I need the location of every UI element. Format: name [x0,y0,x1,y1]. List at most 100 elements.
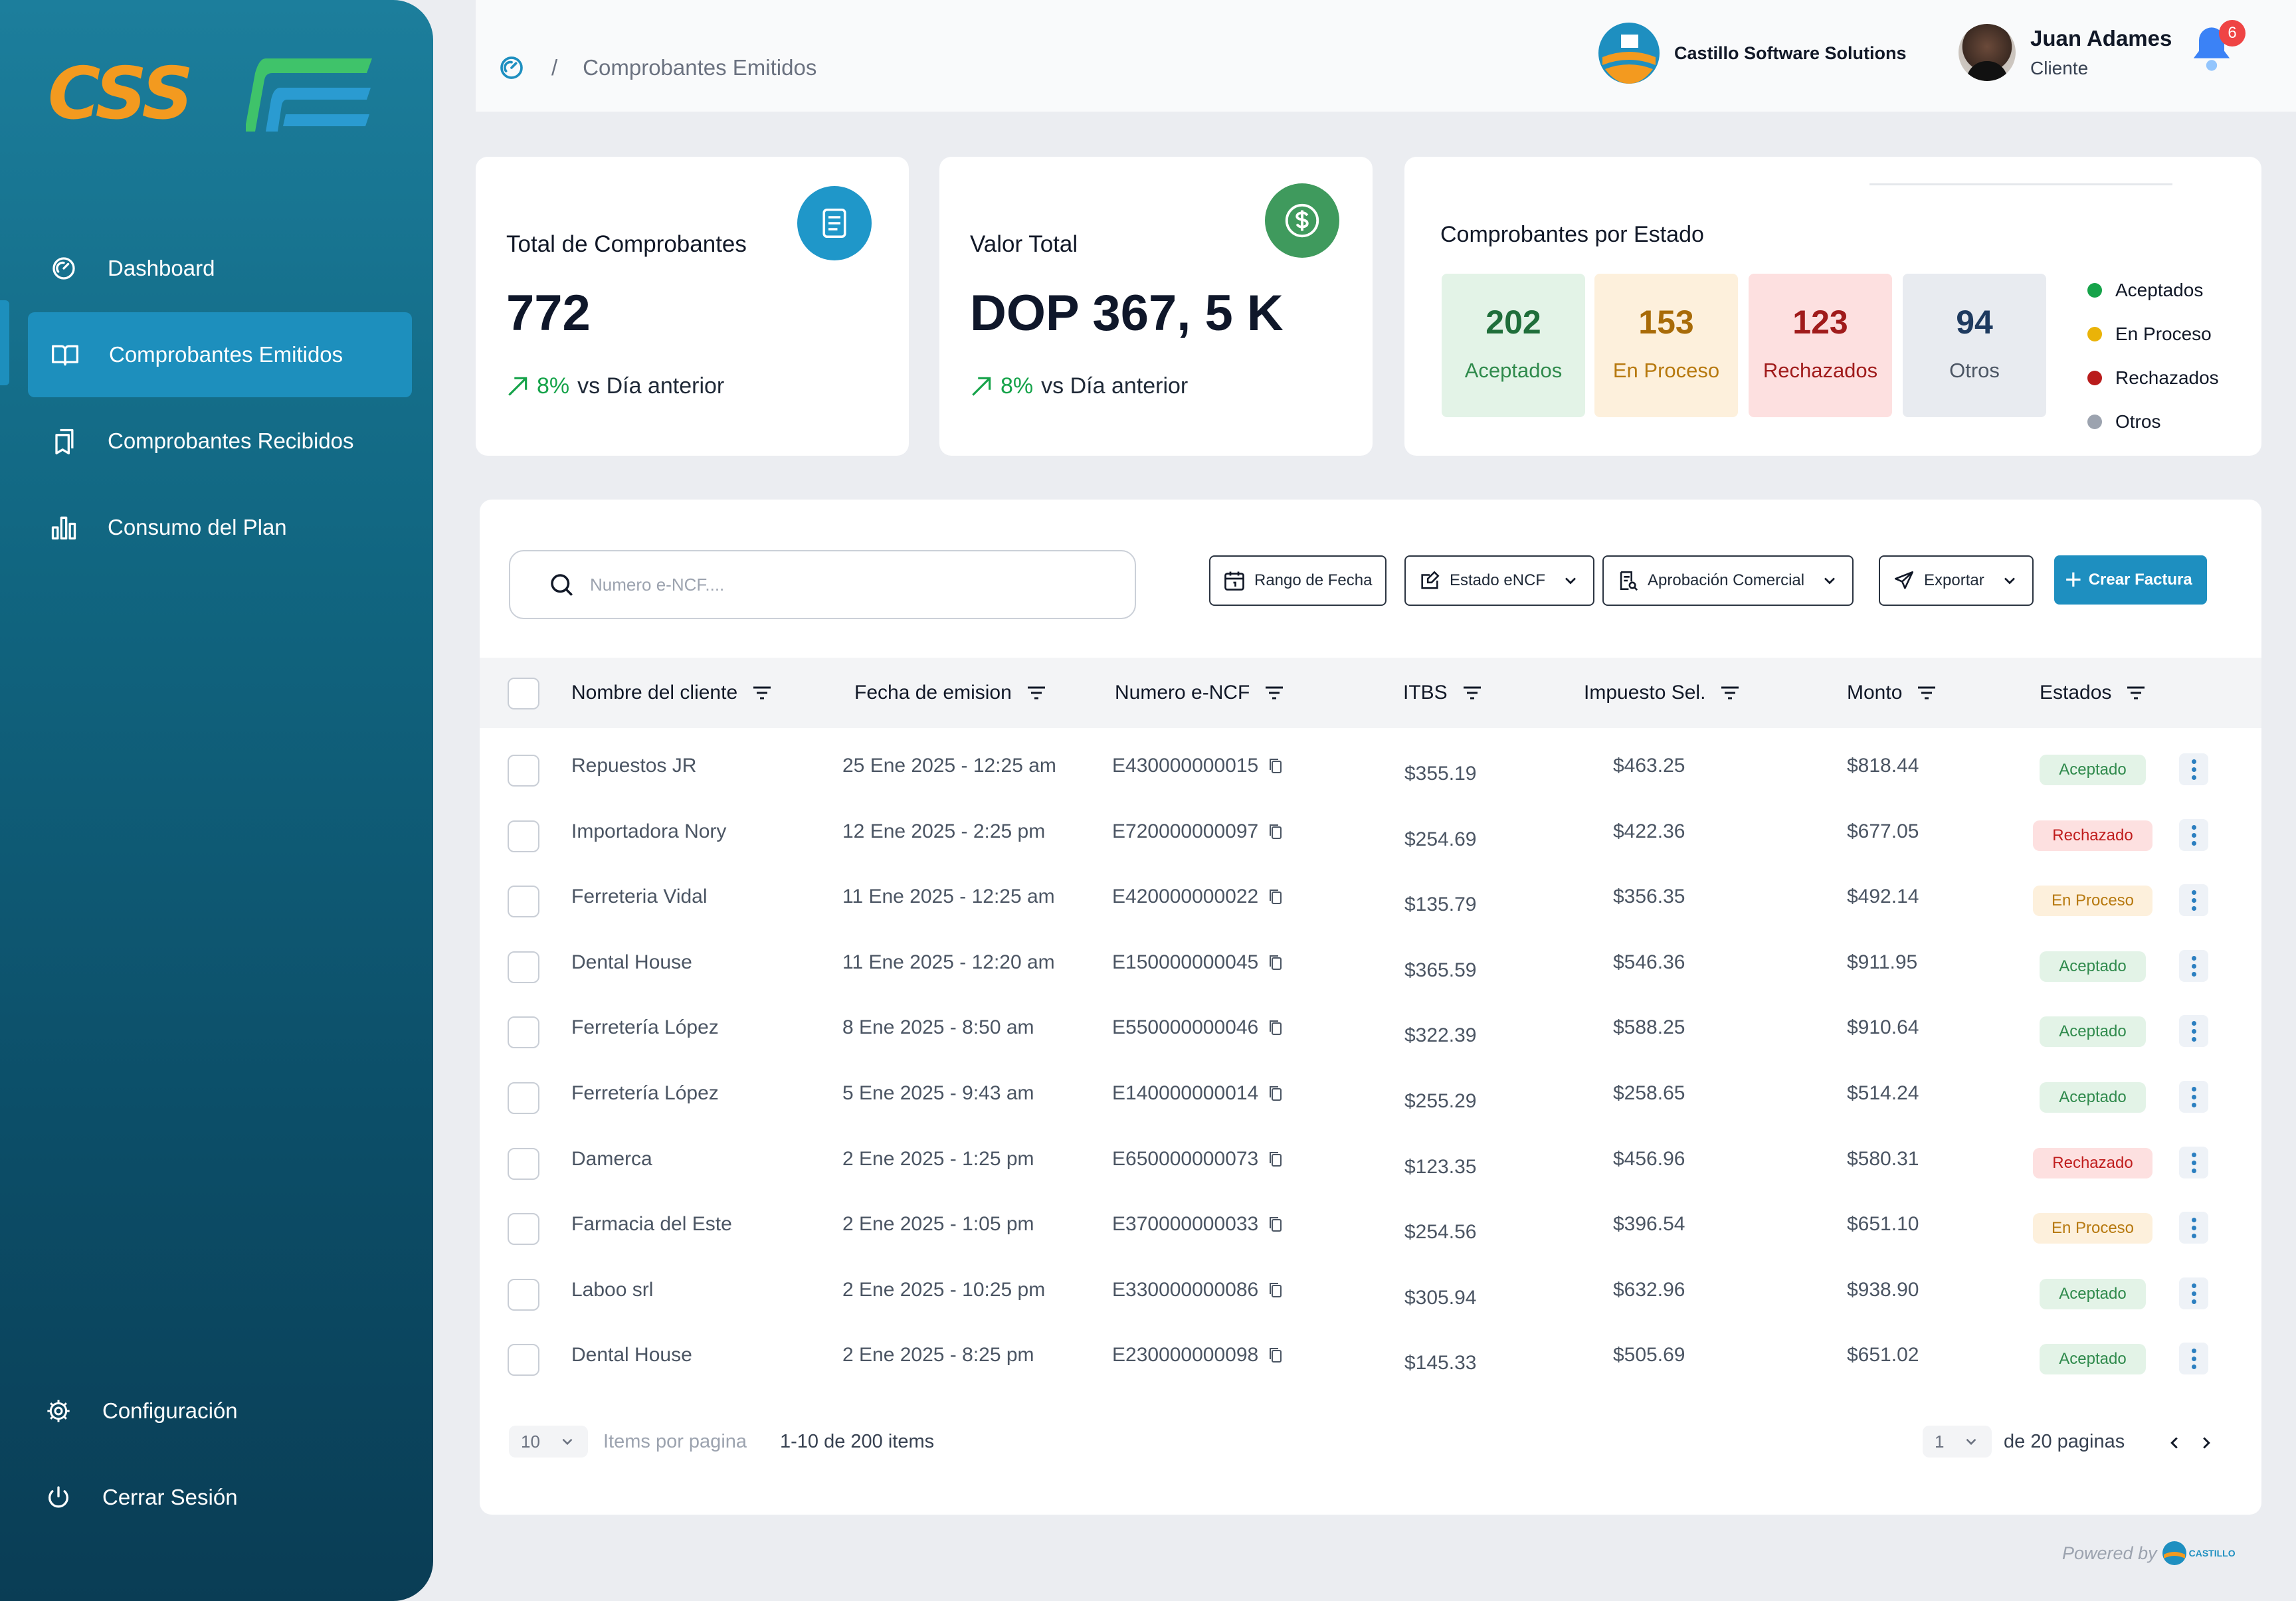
row-actions-button[interactable] [2179,1015,2208,1047]
cell-client: Damerca [571,1148,652,1170]
sidebar-item-label: Comprobantes Emitidos [109,342,343,367]
status-box-rechazados[interactable]: 123 Rechazados [1749,274,1892,417]
row-actions-button[interactable] [2179,1081,2208,1113]
page-select[interactable]: 1 [1923,1426,1992,1458]
status-label: Otros [1949,359,2000,382]
cell-tax: $463.25 [1613,755,1685,777]
row-checkbox[interactable] [508,820,539,852]
cell-itbs: $123.35 [1404,1156,1477,1178]
row-actions-button[interactable] [2179,819,2208,851]
sidebar-item-comprobantes-emitidos[interactable]: Comprobantes Emitidos [28,312,412,397]
copy-icon[interactable] [1268,757,1284,775]
items-per-page-select[interactable]: 10 [509,1426,588,1458]
sidebar-item-configuracion[interactable]: Configuración [35,1368,407,1454]
filter-icon[interactable] [2126,686,2146,700]
table-row[interactable]: Ferreteria Vidal 11 Ene 2025 - 12:25 am E4… [480,870,2261,935]
table-row[interactable]: Importadora Nory 12 Ene 2025 - 2:25 pm E72… [480,804,2261,870]
row-checkbox[interactable] [508,1082,539,1114]
filter-icon[interactable] [752,686,772,700]
row-checkbox[interactable] [508,951,539,983]
table-row[interactable]: Laboo srl 2 Ene 2025 - 10:25 pm E330000000… [480,1263,2261,1328]
cell-client: Dental House [571,1344,692,1366]
column-header-monto[interactable]: Monto [1847,658,1937,728]
row-actions-button[interactable] [2179,753,2208,785]
cell-tax: $258.65 [1613,1082,1685,1104]
copy-icon[interactable] [1268,953,1284,972]
status-box-aceptados[interactable]: 202 Aceptados [1442,274,1585,417]
sidebar-item-dashboard[interactable]: Dashboard [27,226,412,311]
table-row[interactable]: Damerca 2 Ene 2025 - 1:25 pm E650000000073… [480,1132,2261,1197]
table-row[interactable]: Farmacia del Este 2 Ene 2025 - 1:05 pm E37… [480,1197,2261,1262]
user-role: Cliente [2030,58,2089,78]
sidebar-item-comprobantes-recibidos[interactable]: Comprobantes Recibidos [27,399,412,484]
sidebar-item-consumo-del-plan[interactable]: Consumo del Plan [27,485,412,570]
table-row[interactable]: Ferretería López 8 Ene 2025 - 8:50 am E550… [480,1000,2261,1066]
status-box-en-proceso[interactable]: 153 En Proceso [1594,274,1738,417]
cell-itbs: $355.19 [1404,763,1477,785]
column-header-itbs[interactable]: ITBS [1403,658,1482,728]
table-row[interactable]: Repuestos JR 25 Ene 2025 - 12:25 am E43000… [480,739,2261,804]
home-gauge-icon[interactable] [498,54,525,81]
table-row[interactable]: Dental House 2 Ene 2025 - 8:25 pm E2300000… [480,1328,2261,1393]
logo-text: CSS [48,52,193,136]
filter-icon[interactable] [1026,686,1046,700]
chevron-left-icon[interactable] [2164,1431,2184,1455]
filter-icon[interactable] [1264,686,1284,700]
card-value: DOP 367, 5 K [970,285,1284,341]
column-header-cliente[interactable]: Nombre del cliente [571,658,772,728]
copy-icon[interactable] [1268,1084,1284,1103]
row-checkbox[interactable] [508,1016,539,1048]
row-checkbox[interactable] [508,1279,539,1311]
copy-icon[interactable] [1268,1281,1284,1299]
user-profile[interactable]: Juan Adames Cliente [1959,24,2172,81]
column-header-impuesto[interactable]: Impuesto Sel. [1584,658,1740,728]
chevron-right-icon[interactable] [2196,1431,2216,1455]
date-range-button[interactable]: Rango de Fecha [1209,555,1387,606]
row-checkbox[interactable] [508,755,539,787]
column-header-estados[interactable]: Estados [2040,658,2146,728]
row-actions-button[interactable] [2179,884,2208,916]
table-row[interactable]: Dental House 11 Ene 2025 - 12:20 am E15000… [480,935,2261,1000]
copy-icon[interactable] [1268,1215,1284,1234]
row-actions-button[interactable] [2179,1277,2208,1309]
row-checkbox[interactable] [508,1344,539,1376]
cell-amount: $492.14 [1847,886,1919,907]
items-per-page-label: Items por pagina [603,1431,747,1452]
row-actions-button[interactable] [2179,1212,2208,1244]
row-checkbox[interactable] [508,1213,539,1245]
filter-icon[interactable] [1917,686,1937,700]
status-label: Rechazados [1763,359,1878,382]
column-header-fecha[interactable]: Fecha de emision [854,658,1046,728]
notifications-button[interactable]: 6 [2190,20,2246,77]
estado-encf-dropdown[interactable]: Estado eNCF [1404,555,1595,606]
copy-icon[interactable] [1268,888,1284,906]
export-dropdown[interactable]: Exportar [1879,555,2034,606]
copy-icon[interactable] [1268,822,1284,841]
row-actions-button[interactable] [2179,1147,2208,1178]
status-box-otros[interactable]: 94 Otros [1903,274,2046,417]
create-invoice-button[interactable]: + Crear Factura [2054,555,2207,605]
filter-icon[interactable] [1462,686,1482,700]
table-row[interactable]: Ferretería López 5 Ene 2025 - 9:43 am E140… [480,1066,2261,1131]
copy-icon[interactable] [1268,1018,1284,1037]
row-checkbox[interactable] [508,886,539,917]
column-header-ncf[interactable]: Numero e-NCF [1115,658,1284,728]
filter-icon[interactable] [1720,686,1740,700]
row-actions-button[interactable] [2179,1343,2208,1374]
row-actions-button[interactable] [2179,950,2208,982]
plus-icon: + [2065,563,2082,596]
copy-icon[interactable] [1268,1346,1284,1365]
powered-by: Powered by CASTILLO [2062,1540,2236,1566]
select-all-checkbox[interactable] [508,678,539,709]
legend-dot [2087,415,2102,429]
row-checkbox[interactable] [508,1148,539,1180]
copy-icon[interactable] [1268,1150,1284,1169]
search-input[interactable] [590,574,1055,595]
cell-amount: $911.95 [1847,951,1918,973]
kebab-dot [2191,890,2196,895]
kebab-dot [2191,767,2196,772]
aprobacion-comercial-dropdown[interactable]: Aprobación Comercial [1602,555,1854,606]
search-box[interactable] [509,550,1136,619]
sidebar-item-cerrar-sesion[interactable]: Cerrar Sesión [35,1455,407,1540]
kebab-dot [2191,1160,2196,1165]
